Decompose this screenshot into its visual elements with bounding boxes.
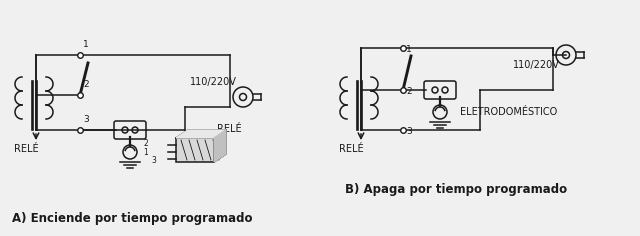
Text: 1: 1 [83,40,89,49]
Text: 1: 1 [143,148,148,157]
Text: 110/220V: 110/220V [190,77,237,87]
Text: 3: 3 [151,156,156,165]
Text: 3: 3 [406,127,412,136]
Text: 2: 2 [406,87,412,96]
Bar [176,138,214,162]
Text: RELÉ: RELÉ [217,124,242,134]
Text: RELÉ: RELÉ [339,144,364,154]
Text: 110/220V: 110/220V [513,60,560,70]
Text: 3: 3 [83,115,89,124]
Text: RELÉ: RELÉ [14,144,38,154]
Text: ELETRODOMÉSTICO: ELETRODOMÉSTICO [460,107,557,117]
Text: B) Apaga por tiempo programado: B) Apaga por tiempo programado [345,183,567,196]
Text: A) Enciende por tiempo programado: A) Enciende por tiempo programado [12,212,253,225]
Text: 2: 2 [83,80,88,89]
Polygon shape [214,130,226,162]
Text: 2: 2 [143,139,148,148]
Polygon shape [176,130,226,138]
Text: 1: 1 [406,45,412,54]
